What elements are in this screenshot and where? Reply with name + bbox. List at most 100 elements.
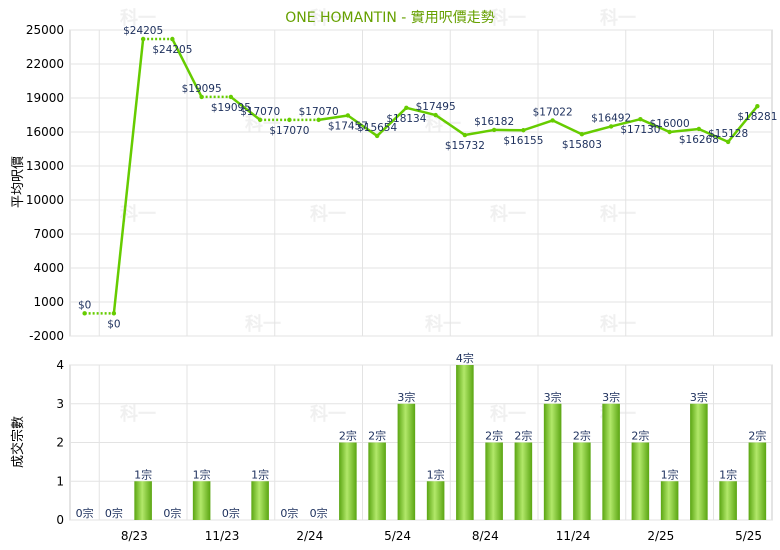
price-tick-label: 1000: [33, 295, 64, 309]
x-tick-label: 2/24: [296, 529, 323, 543]
price-line-segment: [727, 105, 759, 143]
count-tick-label: 1: [56, 474, 64, 488]
price-point: [433, 112, 438, 118]
watermark: 科一: [490, 203, 526, 225]
price-data-label: $17130: [620, 124, 660, 136]
x-tick-label: 5/25: [735, 529, 762, 543]
price-point: [111, 311, 117, 316]
price-tick-label: 10000: [26, 193, 64, 207]
price-data-label: $15803: [562, 139, 602, 151]
count-data-label: 3宗: [690, 390, 708, 404]
price-data-label: $19095: [211, 102, 251, 114]
price-line-segment: [347, 114, 378, 137]
count-data-label: 0宗: [76, 506, 94, 520]
price-point: [579, 132, 585, 137]
count-bar: [368, 442, 386, 520]
price-tick-label: 25000: [26, 23, 64, 37]
price-line-segment: [171, 38, 203, 98]
price-point: [404, 105, 409, 111]
price-point: [462, 132, 468, 138]
count-bar: [748, 442, 767, 520]
watermark: 科一: [245, 113, 281, 135]
count-data-label: 2宗: [748, 429, 766, 443]
price-point: [725, 139, 731, 145]
count-bar: [397, 403, 416, 520]
price-line-segment: [552, 119, 583, 136]
price-tick-label: 22000: [26, 57, 64, 71]
count-tick-label: 0: [56, 513, 64, 527]
x-tick-label: 2/25: [647, 529, 674, 543]
count-data-label: 2宗: [573, 429, 591, 443]
count-bar: [514, 442, 533, 520]
price-point: [345, 113, 351, 118]
count-bar: [134, 481, 152, 520]
price-line-segment: [522, 119, 554, 132]
count-data-label: 3宗: [602, 390, 620, 404]
watermark: 科一: [425, 313, 461, 335]
count-data-label: 2宗: [631, 429, 649, 443]
price-point: [140, 36, 146, 42]
count-bar: [719, 481, 737, 520]
count-data-label: 3宗: [544, 390, 562, 404]
price-tick-label: 4000: [33, 261, 64, 275]
price-data-label: $17070: [299, 106, 339, 118]
price-point: [521, 128, 526, 133]
price-axis-label: 平均呎價: [11, 156, 26, 208]
price-data-label: $17457: [328, 120, 368, 132]
watermark: 科一: [600, 313, 636, 335]
count-bar: [339, 442, 357, 520]
price-line-segment: [434, 114, 466, 137]
price-data-label: $15128: [708, 128, 748, 140]
price-tick-label: 13000: [26, 159, 64, 173]
price-data-label: $16182: [474, 116, 514, 128]
price-data-label: $16000: [650, 118, 690, 130]
count-data-label: 1宗: [427, 467, 445, 481]
price-data-label: $19095: [182, 83, 222, 95]
x-tick-label: 5/24: [384, 529, 411, 543]
price-point: [82, 311, 87, 316]
count-data-label: 0宗: [163, 506, 181, 520]
price-line-segment: [112, 38, 145, 314]
count-data-label: 0宗: [310, 506, 328, 520]
price-line-segment: [464, 128, 495, 137]
count-bar: [485, 442, 503, 520]
price-data-label: $16155: [503, 135, 543, 147]
price-line-segment: [610, 117, 641, 128]
chart-title: ONE HOMANTIN - 實用呎價走勢: [285, 9, 495, 26]
count-tick-label: 3: [56, 397, 64, 411]
price-data-label: $17070: [240, 106, 280, 118]
watermark: 科一: [245, 313, 281, 335]
count-bar: [251, 481, 269, 520]
count-data-label: 0宗: [222, 506, 240, 520]
count-data-label: 0宗: [280, 506, 298, 520]
price-point: [287, 117, 292, 123]
count-data-label: 1宗: [719, 467, 737, 481]
price-line-segment: [698, 127, 729, 144]
price-data-label: $24205: [123, 25, 163, 37]
price-point: [755, 103, 760, 109]
count-data-label: 2宗: [514, 429, 532, 443]
count-bar: [543, 403, 562, 520]
count-tick-label: 4: [56, 358, 64, 372]
watermark: 科一: [310, 403, 346, 425]
count-data-label: 4宗: [456, 351, 474, 365]
price-tick-label: 19000: [26, 91, 64, 105]
price-tick-label: -2000: [29, 329, 64, 343]
count-bar: [602, 403, 620, 520]
price-data-label: $16268: [679, 134, 719, 146]
count-bar: [573, 442, 591, 520]
price-tick-label: 16000: [26, 125, 64, 139]
price-point: [608, 124, 614, 129]
count-data-label: 0宗: [105, 506, 123, 520]
watermark: 科一: [600, 203, 636, 225]
count-data-label: 3宗: [397, 390, 415, 404]
price-line-segment: [639, 118, 671, 134]
count-data-label: 2宗: [368, 429, 386, 443]
price-point: [228, 94, 234, 100]
price-line-segment: [318, 114, 349, 122]
count-tick-label: 2: [56, 436, 64, 450]
count-bar: [192, 481, 211, 520]
price-line-segment: [669, 127, 700, 134]
price-data-label: $0: [107, 318, 120, 330]
watermark: 科一: [600, 7, 636, 29]
